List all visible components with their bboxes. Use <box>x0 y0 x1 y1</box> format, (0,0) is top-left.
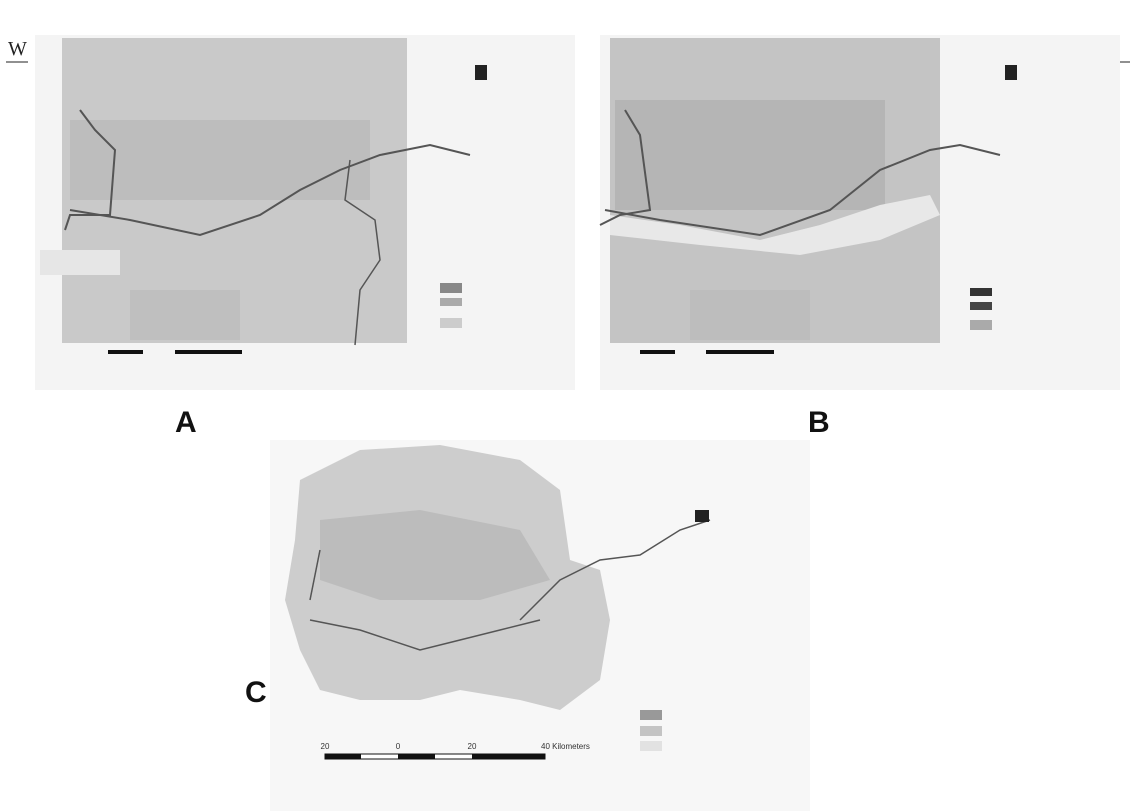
map-c <box>270 440 810 811</box>
map-b <box>599 35 1120 390</box>
scale-end: 40 Kilometers <box>541 742 590 751</box>
map-a <box>35 35 575 390</box>
corner-mark: W <box>8 38 27 60</box>
scale-tick: 20 <box>321 742 330 751</box>
panel-label: B <box>808 406 830 439</box>
panel-label: C <box>245 676 267 709</box>
scale-tick: 20 <box>468 742 477 751</box>
panel-label: A <box>175 406 197 439</box>
scale-tick: 0 <box>396 742 401 751</box>
